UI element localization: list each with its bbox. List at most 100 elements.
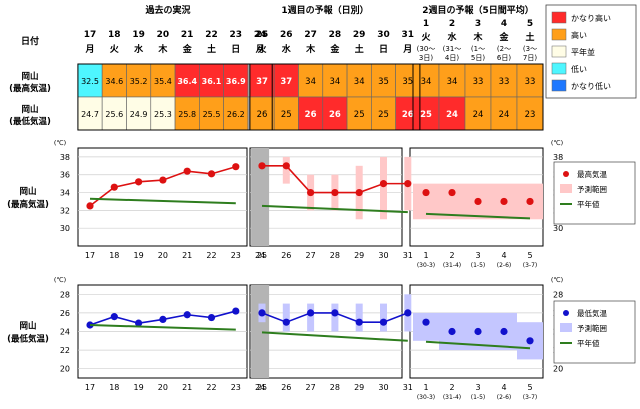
data-point: [307, 309, 315, 317]
day-number: 18: [108, 30, 121, 40]
x-tick-label: 27: [306, 251, 316, 260]
table-cell: [490, 63, 518, 98]
x-tick-label: 30: [378, 251, 388, 260]
range-label: (30～: [417, 45, 436, 53]
y-unit-right: (℃): [551, 139, 563, 147]
data-point: [232, 163, 240, 171]
x-tick-label: 20: [158, 383, 168, 392]
y-tick-label-left: 32: [60, 206, 70, 215]
x-tick-sublabel: (30-3): [417, 262, 435, 269]
x-tick-sublabel: (31-4): [443, 262, 461, 269]
weekday: 土: [355, 43, 364, 55]
x-tick-label: 19: [134, 383, 144, 392]
chart-min: 20202222242426262828(℃)(℃)岡山(最低気温)171819…: [7, 276, 636, 401]
cell-value: 24: [473, 110, 484, 120]
x-tick-label: 31: [403, 251, 413, 260]
x-tick-label: 5: [527, 383, 532, 392]
data-point: [474, 327, 482, 336]
x-tick-label: 4: [501, 383, 506, 392]
legend-range-swatch: [560, 184, 572, 193]
data-point: [379, 318, 388, 326]
range-label: 5日): [471, 54, 485, 62]
weekday: 月: [402, 44, 412, 55]
x-tick-label: 2: [449, 383, 454, 392]
x-tick-label: 5: [527, 251, 532, 260]
x-tick-label: 29: [354, 383, 364, 392]
cell-value: 36.1: [202, 77, 222, 86]
data-point: [526, 337, 534, 345]
cell-value: 26.2: [227, 110, 245, 119]
cell-value: 37: [280, 77, 292, 87]
cell-value: 33: [473, 77, 484, 87]
weekday: 金: [182, 43, 193, 55]
data-point: [207, 313, 216, 322]
weekday: 日: [231, 44, 240, 55]
chart-label-type: (最高気温): [7, 199, 49, 210]
cell-value: 35.4: [154, 77, 172, 86]
cell-value: 35: [402, 77, 413, 87]
cell-value: 34: [421, 77, 432, 87]
table-cell: [371, 63, 396, 98]
day-number: 28: [329, 30, 342, 40]
cell-value: 34: [305, 77, 316, 87]
range-bar: [307, 303, 315, 332]
cell-value: 34.6: [105, 77, 123, 86]
y-tick-label-left: 20: [60, 365, 70, 374]
legend-label: 低い: [571, 64, 587, 74]
range-bar: [331, 303, 339, 332]
cell-value: 23: [525, 110, 536, 120]
y-tick-label-left: 22: [60, 346, 70, 355]
day-number: 3: [475, 19, 481, 29]
cell-value: 34: [354, 77, 365, 87]
cell-value: 26: [305, 110, 317, 120]
weekday: 日: [379, 44, 388, 55]
legend-point-marker: [563, 171, 569, 177]
y-tick-label-left: 30: [60, 224, 70, 233]
legend-swatch: [551, 79, 567, 92]
legend-range-swatch: [560, 323, 572, 332]
table-cell: [101, 63, 127, 98]
x-tick-label: 28: [330, 383, 340, 392]
x-tick-sublabel: (3-7): [523, 262, 537, 269]
cell-value: 24: [499, 110, 510, 120]
legend-normal-label: 平年値: [577, 199, 600, 209]
data-point: [448, 327, 456, 336]
data-point: [404, 180, 412, 188]
day-number: 2: [449, 19, 455, 29]
data-point: [355, 318, 363, 326]
weekday: 水: [134, 43, 144, 55]
date-label: 日付: [21, 35, 39, 47]
chart-label-type: (最低気温): [7, 334, 49, 345]
day-number: 17: [84, 30, 97, 40]
cell-value: 26: [402, 110, 414, 120]
cell-value: 33: [525, 77, 536, 87]
today-bar: [251, 285, 270, 378]
data-point: [110, 183, 118, 191]
range-label: (31～: [443, 45, 462, 53]
x-tick-label: 22: [206, 251, 216, 260]
day-number: 29: [353, 30, 366, 40]
y-tick-label-left: 24: [60, 328, 70, 337]
table-cell: [298, 96, 324, 131]
data-point: [422, 188, 430, 197]
data-point: [183, 311, 191, 319]
day-number: 21: [181, 30, 194, 40]
range-label: 6日): [497, 54, 511, 62]
range-bar: [282, 156, 290, 184]
week2-title: 2週目の予報（5日間平均）: [422, 4, 534, 16]
x-tick-label: 1: [423, 251, 428, 260]
data-point: [331, 309, 339, 317]
x-tick-sublabel: (31-4): [443, 394, 461, 401]
data-point: [379, 180, 388, 188]
weekday: 木: [305, 43, 316, 55]
x-tick-label: 28: [330, 251, 340, 260]
chart-label-station: 岡山: [19, 186, 36, 197]
data-point: [355, 188, 363, 197]
row-label-type: (最高気温): [9, 83, 51, 94]
weekday: 月: [84, 44, 94, 55]
cell-value: 35.2: [130, 77, 148, 86]
chart-max: 30303232343436363838(℃)(℃)岡山(最高気温)171819…: [7, 139, 636, 269]
x-tick-sublabel: (3-7): [523, 394, 537, 401]
weekday: 火: [110, 44, 120, 55]
